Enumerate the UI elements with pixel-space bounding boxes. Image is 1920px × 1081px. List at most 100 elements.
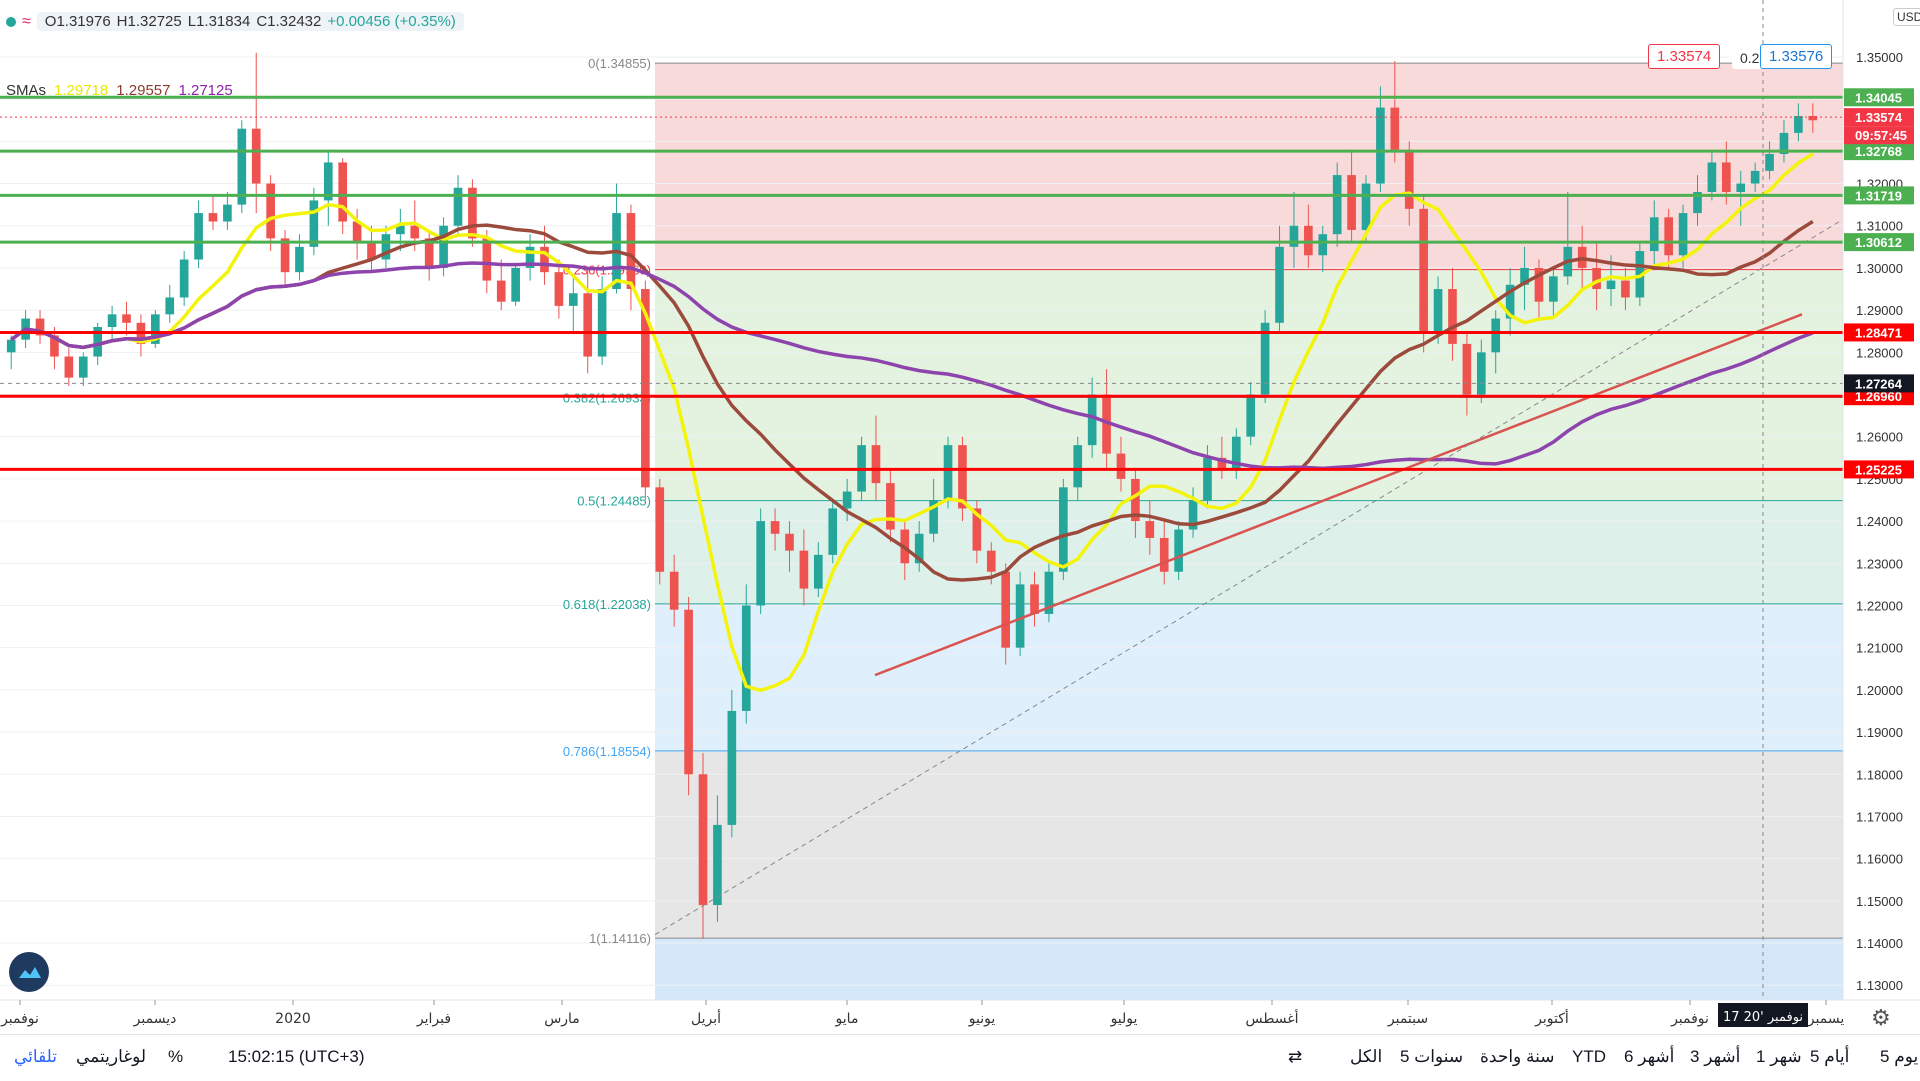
range-3m[interactable]: أشهر 3	[1690, 1047, 1741, 1066]
countdown-tag: 09:57:45	[1855, 128, 1907, 143]
candle-body	[1361, 183, 1371, 230]
open-value: O1.31976	[44, 13, 111, 30]
candle-body	[50, 335, 59, 357]
candle-body	[251, 128, 261, 184]
candle-body	[1448, 289, 1457, 344]
candle-body	[1073, 445, 1083, 488]
candle-body	[93, 327, 103, 357]
log-toggle[interactable]: لوغاريتمي	[76, 1047, 147, 1066]
percent-toggle[interactable]: %	[168, 1047, 184, 1066]
candle-body	[713, 824, 722, 906]
candle-body	[929, 500, 938, 534]
candle-body	[78, 356, 88, 378]
candle-body	[237, 128, 247, 205]
bottom-toolbar: يوم 5 أيام 5 شهر 1 أشهر 3 أشهر 6 YTD سنة…	[0, 1034, 1920, 1081]
candle-body	[756, 521, 765, 606]
range-1y[interactable]: سنة واحدة	[1480, 1047, 1555, 1066]
gear-icon[interactable]: ⚙	[1871, 1005, 1891, 1030]
range-all[interactable]: الكل	[1350, 1047, 1383, 1066]
candle-body	[1131, 478, 1140, 522]
buy-price-tag[interactable]: 1.33576	[1760, 44, 1833, 69]
x-tick-label: فبراير	[416, 1011, 451, 1027]
y-tick-label: 1.13000	[1856, 978, 1903, 993]
candle-body	[1376, 107, 1385, 184]
candle-body	[35, 318, 45, 336]
y-tick-label: 1.26000	[1856, 430, 1903, 445]
candle-body	[381, 234, 391, 260]
resistance-tag: 1.31719	[1855, 188, 1902, 203]
sma-fast-line	[10, 152, 1814, 693]
price-scale-bg	[1843, 0, 1920, 1000]
candle-body	[1592, 267, 1601, 290]
price-chart[interactable]: 0(1.34855)0.236(1.29960)0.382(1.26933)0.…	[0, 0, 1920, 1034]
y-tick-label: 1.21000	[1856, 641, 1903, 656]
support-tag: 1.25225	[1855, 462, 1902, 477]
candle-body	[6, 339, 16, 353]
currency-label[interactable]: USD	[1893, 8, 1920, 26]
candle-body	[64, 356, 74, 378]
candle-body	[1693, 191, 1702, 214]
range-5d[interactable]: أيام 5	[1810, 1047, 1850, 1066]
candle-body	[799, 550, 809, 589]
candle-body	[1779, 132, 1789, 155]
resistance-tag: 1.30612	[1855, 235, 1902, 250]
candle-body	[1246, 394, 1256, 437]
compare-icon[interactable]: ⇄	[1288, 1047, 1303, 1066]
candle-body	[1174, 529, 1183, 572]
candle-body	[151, 314, 160, 344]
y-tick-label: 1.28000	[1856, 345, 1903, 360]
y-tick-label: 1.19000	[1856, 725, 1903, 740]
y-tick-label: 1.15000	[1856, 894, 1903, 909]
range-5y[interactable]: سنوات 5	[1400, 1047, 1464, 1066]
y-tick-label: 1.24000	[1856, 514, 1903, 529]
candle-body	[828, 508, 838, 555]
candle-body	[309, 200, 319, 247]
sma-legend[interactable]: SMAs 1.29718 1.29557 1.27125	[6, 82, 233, 99]
y-tick-label: 1.20000	[1856, 683, 1903, 698]
candle-body	[107, 314, 117, 328]
candle-body	[540, 246, 549, 273]
x-tick-label: سبتمبر	[1387, 1011, 1428, 1027]
fib-zone	[655, 750, 1843, 939]
candle-body	[1318, 234, 1328, 256]
range-1d[interactable]: يوم 5	[1880, 1047, 1919, 1066]
support-tag: 1.28471	[1855, 325, 1902, 340]
candle-body	[684, 609, 693, 775]
close-value: C1.32432	[256, 13, 322, 30]
sell-price-tag[interactable]: 1.33574	[1648, 44, 1721, 69]
candle-body	[597, 289, 607, 357]
fib-zone	[655, 603, 1843, 751]
low-value: L1.31834	[187, 13, 251, 30]
ohlc-values: O1.31976 H1.32725 L1.31834 C1.32432 +0.0…	[36, 12, 464, 31]
x-tick-label: يوليو	[1110, 1011, 1138, 1027]
candle-body	[626, 213, 636, 290]
candle-body	[1621, 280, 1630, 298]
candle-body	[1001, 571, 1011, 648]
candle-body	[1707, 162, 1717, 192]
sma-slow-value: 1.27125	[178, 82, 233, 99]
candle-body	[1347, 175, 1356, 230]
candle-body	[1203, 457, 1212, 500]
status-dot-icon	[6, 16, 16, 27]
candle-body	[1275, 246, 1284, 323]
range-6m[interactable]: أشهر 6	[1624, 1047, 1675, 1066]
auto-toggle[interactable]: تلقائي	[14, 1047, 58, 1066]
candle-body	[1520, 267, 1529, 285]
candle-body	[352, 221, 362, 243]
brand-logo-icon[interactable]	[9, 952, 49, 992]
candle-body	[972, 508, 982, 551]
range-1m[interactable]: شهر 1	[1756, 1047, 1802, 1066]
candle-body	[410, 225, 420, 239]
range-ytd[interactable]: YTD	[1572, 1047, 1606, 1066]
clock-time[interactable]: 15:02:15 (UTC+3)	[228, 1047, 365, 1066]
candle-body	[1549, 276, 1558, 302]
candle-body	[194, 213, 203, 260]
wave-icon: ≈	[22, 12, 31, 30]
x-tick-label: أغسطس	[1245, 1009, 1298, 1027]
crosshair-date-label: 17 نوفمبر '20	[1723, 1010, 1803, 1025]
y-tick-label: 1.30000	[1856, 261, 1903, 276]
candle-body	[1750, 170, 1760, 184]
resistance-tag-bg	[1844, 142, 1914, 161]
candle-body	[1433, 289, 1443, 332]
ohlc-legend: ≈ O1.31976 H1.32725 L1.31834 C1.32432 +0…	[6, 12, 464, 31]
